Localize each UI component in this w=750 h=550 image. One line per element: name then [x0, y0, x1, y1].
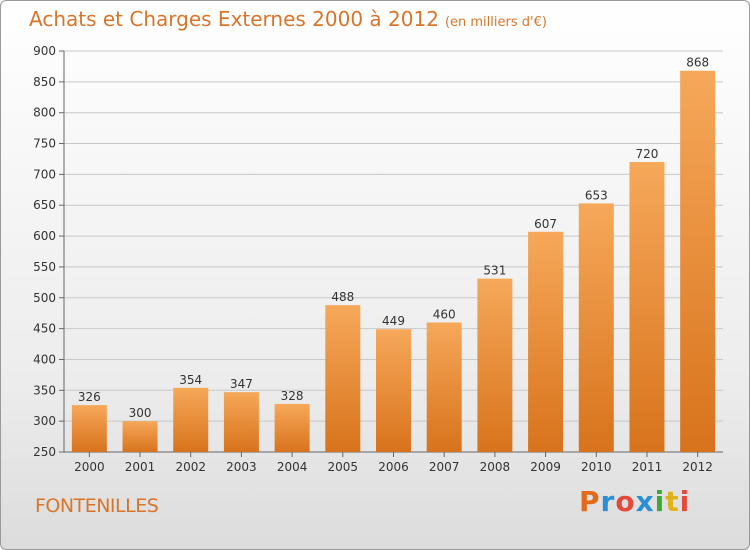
brand-letter: x [635, 485, 655, 518]
bar [122, 421, 158, 452]
y-tick-label: 600 [33, 229, 56, 243]
brand-letter: o [615, 485, 636, 518]
data-label: 720 [636, 147, 659, 161]
y-tick-label: 850 [33, 75, 56, 89]
data-label: 326 [78, 390, 101, 404]
y-tick-label: 800 [33, 106, 56, 120]
y-tick-label: 450 [33, 322, 56, 336]
y-tick-label: 900 [33, 44, 56, 58]
x-tick-label: 2012 [682, 460, 713, 474]
brand-logo: Proxiti [579, 485, 690, 518]
place-name: FONTENILLES [35, 495, 159, 517]
x-tick-label: 2004 [277, 460, 308, 474]
bar [274, 403, 310, 452]
x-tick-label: 2010 [581, 460, 612, 474]
bar [629, 162, 665, 453]
x-axis-ticks: 2000 2001 2002 2003 2004 2005 2006 2007 2008 2009… [74, 452, 713, 474]
brand-letter: i [654, 485, 666, 518]
bar [71, 405, 107, 452]
x-tick-label: 2008 [480, 460, 511, 474]
x-tick-label: 2006 [378, 460, 409, 474]
x-tick-label: 2002 [175, 460, 206, 474]
data-label: 460 [433, 307, 456, 321]
data-label: 449 [382, 314, 405, 328]
data-label: 300 [129, 406, 152, 420]
y-tick-label: 700 [33, 167, 56, 181]
chart-title-text: Achats et Charges Externes 2000 à 2012 [29, 7, 439, 31]
brand-letter: r [600, 485, 616, 518]
data-label: 653 [585, 188, 608, 202]
bar [477, 278, 513, 452]
x-tick-label: 2007 [429, 460, 460, 474]
x-tick-label: 2000 [74, 460, 105, 474]
data-label: 328 [281, 389, 304, 403]
data-label: 347 [230, 377, 253, 391]
y-tick-label: 500 [33, 291, 56, 305]
brand-letter: P [579, 485, 601, 518]
chart-title: Achats et Charges Externes 2000 à 2012 (e… [29, 7, 547, 31]
bar [173, 387, 209, 452]
bar [426, 322, 462, 452]
bar [223, 392, 259, 452]
bars: 326 300 354 347 328 488 449 460 531 607 653 720 868 [71, 56, 716, 453]
data-label: 531 [483, 264, 506, 278]
data-label: 488 [331, 290, 354, 304]
brand-letter: t [665, 485, 680, 518]
y-tick-label: 300 [33, 414, 56, 428]
y-tick-label: 350 [33, 383, 56, 397]
data-label: 607 [534, 217, 557, 231]
x-tick-label: 2011 [632, 460, 663, 474]
data-label: 868 [686, 56, 709, 70]
bar [578, 203, 614, 452]
data-label: 354 [179, 373, 202, 387]
brand-letter: i [679, 485, 691, 518]
bar [528, 231, 564, 452]
y-tick-label: 400 [33, 352, 56, 366]
x-tick-label: 2001 [125, 460, 156, 474]
y-tick-label: 250 [33, 445, 56, 459]
bar [680, 70, 716, 452]
bar [376, 329, 411, 452]
chart-subtitle: (en milliers d'€) [444, 15, 547, 30]
x-tick-label: 2003 [226, 460, 257, 474]
y-tick-label: 550 [33, 260, 56, 274]
x-tick-label: 2009 [530, 460, 561, 474]
bar [325, 305, 361, 452]
x-tick-label: 2005 [328, 460, 359, 474]
y-tick-label: 750 [33, 137, 56, 151]
y-tick-label: 650 [33, 198, 56, 212]
y-axis-ticks: 250 300 350 400 450 500 550 600 650 700 750 800 850 9… [33, 44, 64, 459]
